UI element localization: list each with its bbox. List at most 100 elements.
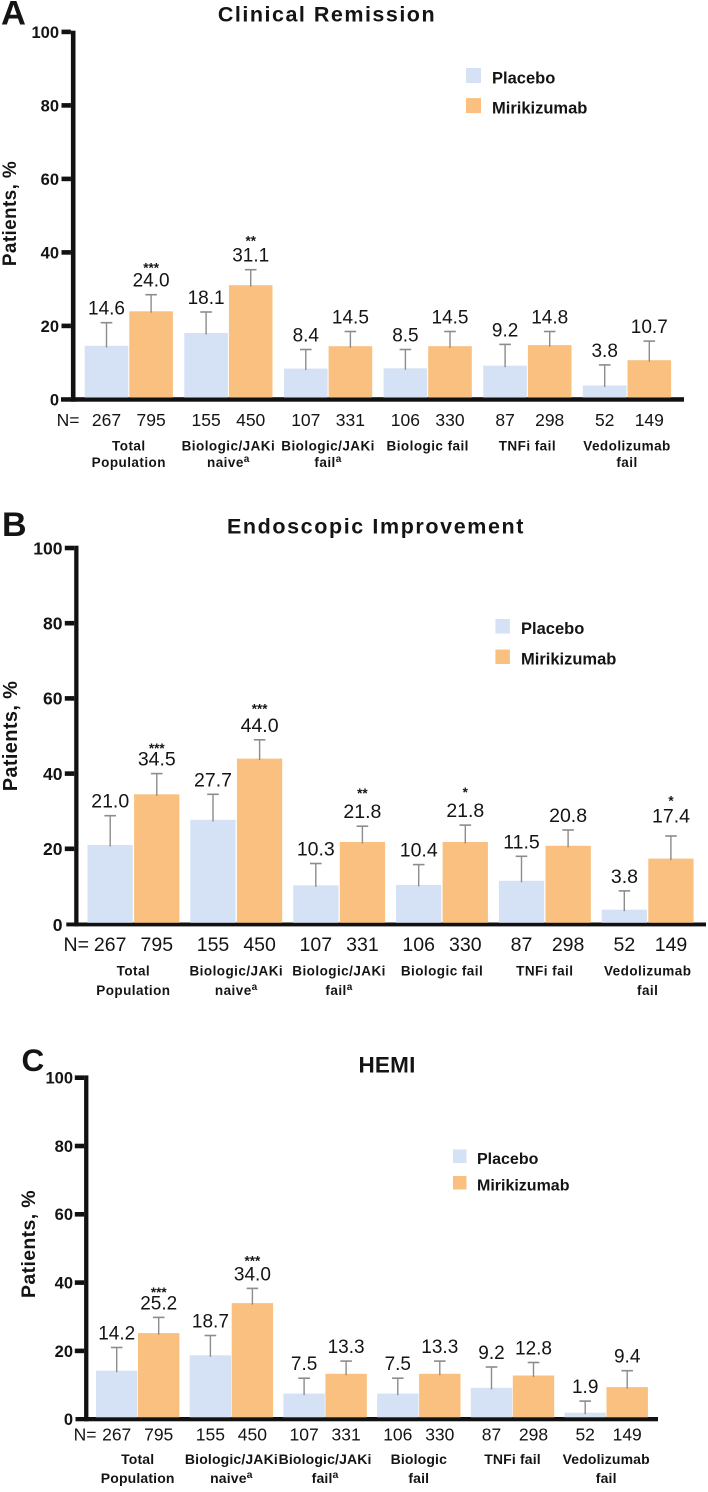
svg-text:21.0: 21.0	[91, 791, 129, 813]
svg-text:18.7: 18.7	[192, 1312, 229, 1333]
svg-text:naivea: naivea	[215, 982, 258, 998]
svg-text:Population: Population	[96, 983, 170, 998]
svg-text:40: 40	[55, 1275, 73, 1293]
svg-text:Population: Population	[101, 1470, 175, 1486]
svg-text:14.5: 14.5	[432, 308, 469, 329]
svg-text:Endoscopic Improvement: Endoscopic Improvement	[227, 515, 525, 539]
svg-text:TNFi fail: TNFi fail	[516, 963, 573, 978]
svg-text:107: 107	[291, 410, 320, 430]
svg-text:8.4: 8.4	[293, 326, 320, 347]
svg-text:149: 149	[635, 410, 664, 430]
svg-text:87: 87	[511, 934, 533, 956]
svg-text:52: 52	[614, 934, 636, 956]
svg-text:80: 80	[41, 97, 59, 115]
svg-text:Vedolizumab: Vedolizumab	[563, 1451, 650, 1467]
svg-text:***: ***	[151, 1285, 168, 1300]
svg-text:3.8: 3.8	[611, 866, 638, 888]
svg-text:80: 80	[55, 1138, 73, 1156]
svg-text:N=: N=	[74, 1425, 97, 1445]
svg-text:9.2: 9.2	[478, 1343, 504, 1364]
svg-text:naivea: naivea	[207, 454, 250, 470]
svg-text:149: 149	[613, 1425, 642, 1445]
svg-text:***: ***	[149, 741, 166, 756]
svg-text:Placebo: Placebo	[477, 1151, 539, 1168]
svg-text:106: 106	[402, 934, 435, 956]
svg-text:450: 450	[236, 410, 265, 430]
svg-text:14.6: 14.6	[88, 299, 125, 320]
svg-text:TNFi fail: TNFi fail	[484, 1451, 541, 1467]
svg-text:52: 52	[575, 1425, 594, 1445]
svg-text:fail: fail	[408, 1470, 429, 1486]
svg-text:N=: N=	[57, 410, 80, 430]
svg-text:10.4: 10.4	[400, 840, 438, 862]
svg-text:13.3: 13.3	[421, 1337, 458, 1358]
svg-text:31.1: 31.1	[232, 246, 269, 267]
svg-text:Total: Total	[117, 963, 151, 978]
svg-text:fail: fail	[637, 983, 658, 998]
svg-text:Biologic fail: Biologic fail	[401, 963, 483, 978]
svg-text:17.4: 17.4	[652, 806, 690, 828]
svg-text:330: 330	[425, 1425, 454, 1445]
svg-text:0: 0	[64, 1411, 73, 1429]
svg-text:Biologic/JAKi: Biologic/JAKi	[279, 1451, 372, 1467]
svg-text:***: ***	[245, 1254, 262, 1269]
svg-text:11.5: 11.5	[503, 831, 540, 853]
svg-text:Biologic/JAKi: Biologic/JAKi	[292, 963, 386, 978]
svg-text:330: 330	[449, 934, 482, 956]
svg-text:21.8: 21.8	[343, 801, 381, 823]
svg-text:267: 267	[92, 410, 121, 430]
svg-text:fail: fail	[596, 1470, 617, 1486]
svg-text:0: 0	[50, 391, 59, 409]
svg-text:13.3: 13.3	[328, 1337, 365, 1358]
svg-text:331: 331	[331, 1425, 360, 1445]
svg-text:B: B	[2, 506, 27, 544]
svg-text:***: ***	[252, 702, 269, 717]
svg-text:106: 106	[391, 410, 420, 430]
svg-text:60: 60	[55, 1206, 73, 1224]
svg-text:9.2: 9.2	[492, 320, 518, 341]
svg-text:795: 795	[141, 934, 174, 956]
svg-text:Mirikizumab: Mirikizumab	[521, 651, 616, 669]
svg-text:24.0: 24.0	[133, 271, 170, 292]
svg-text:Vedolizumab: Vedolizumab	[604, 963, 691, 978]
svg-text:155: 155	[191, 410, 220, 430]
svg-text:100: 100	[45, 1070, 73, 1088]
svg-text:795: 795	[144, 1425, 173, 1445]
svg-text:155: 155	[196, 1425, 225, 1445]
svg-text:60: 60	[43, 689, 63, 709]
svg-text:Biologic/JAKi: Biologic/JAKi	[189, 963, 283, 978]
svg-text:106: 106	[383, 1425, 412, 1445]
svg-text:7.5: 7.5	[291, 1354, 317, 1375]
svg-text:331: 331	[346, 934, 379, 956]
svg-text:3.8: 3.8	[591, 341, 617, 362]
svg-text:Population: Population	[92, 455, 166, 470]
svg-text:14.8: 14.8	[531, 308, 568, 329]
svg-text:**: **	[357, 786, 368, 801]
svg-text:267: 267	[94, 934, 127, 956]
svg-text:faila: faila	[312, 1469, 339, 1486]
svg-text:20.8: 20.8	[549, 805, 587, 827]
svg-text:10.7: 10.7	[631, 317, 668, 338]
svg-text:Biologic: Biologic	[391, 1451, 447, 1467]
svg-text:C: C	[22, 1042, 45, 1078]
svg-text:60: 60	[41, 171, 59, 189]
svg-text:Mirikizumab: Mirikizumab	[477, 1177, 570, 1194]
svg-text:1.9: 1.9	[572, 1377, 598, 1398]
svg-text:450: 450	[238, 1425, 267, 1445]
svg-text:80: 80	[43, 614, 63, 634]
svg-text:87: 87	[495, 410, 514, 430]
svg-text:Patients, %: Patients, %	[0, 681, 22, 792]
svg-text:21.8: 21.8	[446, 800, 484, 822]
svg-text:25.2: 25.2	[140, 1293, 177, 1314]
svg-text:Biologic/JAKi: Biologic/JAKi	[185, 1451, 278, 1467]
svg-text:naivea: naivea	[210, 1469, 253, 1486]
svg-text:20: 20	[41, 318, 59, 336]
svg-text:Mirikizumab: Mirikizumab	[492, 99, 587, 117]
svg-text:87: 87	[482, 1425, 501, 1445]
svg-text:107: 107	[300, 934, 333, 956]
svg-text:*: *	[668, 794, 674, 809]
svg-text:330: 330	[435, 410, 464, 430]
svg-text:Patients, %: Patients, %	[18, 1190, 40, 1298]
svg-text:27.7: 27.7	[194, 769, 232, 791]
svg-text:Total: Total	[121, 1451, 154, 1467]
